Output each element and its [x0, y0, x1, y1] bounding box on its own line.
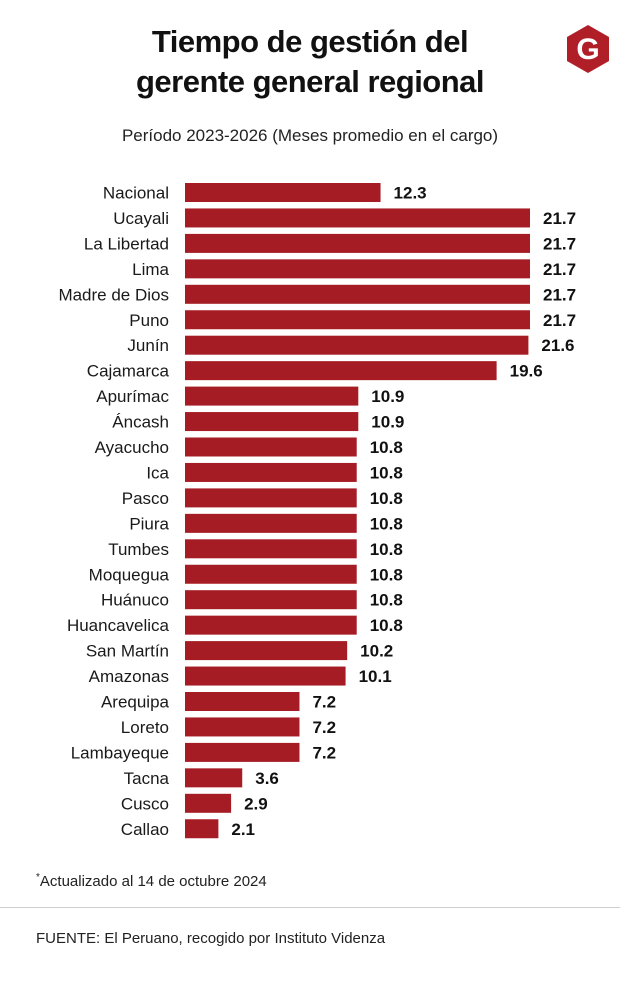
bar	[185, 742, 300, 762]
bar	[185, 717, 300, 737]
value-label: 2.9	[244, 794, 268, 813]
value-label: 21.7	[543, 234, 576, 253]
value-label: 10.8	[370, 540, 403, 559]
footer-divider	[0, 907, 620, 908]
category-label: Loreto	[121, 718, 169, 737]
chart-title: Tiempo de gestión del gerente general re…	[60, 22, 560, 102]
category-label: Ayacucho	[95, 438, 169, 457]
update-note: *Actualizado al 14 de octubre 2024	[36, 872, 267, 890]
bar	[185, 437, 357, 457]
value-label: 12.3	[394, 184, 427, 203]
value-label: 10.8	[370, 591, 403, 610]
bar	[185, 666, 346, 686]
value-label: 2.1	[231, 820, 255, 839]
brand-logo-hexagon	[567, 25, 609, 73]
category-label: Ucayali	[113, 209, 169, 228]
note-text: Actualizado al 14 de octubre 2024	[39, 873, 267, 890]
category-label: Áncash	[112, 413, 169, 432]
value-label: 10.2	[360, 642, 393, 661]
category-label: Arequipa	[101, 693, 170, 712]
brand-logo: G	[567, 25, 609, 73]
value-label: 21.7	[543, 311, 576, 330]
category-label: Tumbes	[108, 540, 169, 559]
value-label: 21.7	[543, 285, 576, 304]
category-label: Lima	[132, 260, 169, 279]
note-asterisk: *	[36, 872, 40, 883]
category-label: Cajamarca	[87, 362, 170, 381]
category-label: Nacional	[103, 184, 169, 203]
bar	[185, 513, 357, 533]
value-label: 10.8	[370, 616, 403, 635]
category-label: Tacna	[124, 769, 170, 788]
category-label: Huánuco	[101, 591, 169, 610]
category-label: Huancavelica	[67, 616, 170, 635]
category-label: Ica	[146, 463, 169, 482]
value-label: 10.9	[371, 387, 404, 406]
value-label: 10.1	[359, 667, 392, 686]
value-label: 21.7	[543, 209, 576, 228]
category-label: Piura	[129, 514, 169, 533]
bar	[185, 412, 359, 432]
value-label: 21.7	[543, 260, 576, 279]
value-label: 10.9	[371, 413, 404, 432]
bar	[185, 183, 381, 202]
bar	[185, 310, 530, 330]
bar	[185, 819, 219, 839]
bar	[185, 793, 232, 813]
value-label: 19.6	[510, 362, 543, 381]
bar	[185, 692, 300, 711]
category-label: Junín	[127, 336, 169, 355]
brand-logo-letter: G	[576, 33, 599, 66]
value-label: 3.6	[255, 769, 279, 788]
source-credit: FUENTE: El Peruano, recogido por Institu…	[36, 930, 386, 947]
value-label: 10.8	[370, 565, 403, 584]
bar	[185, 488, 357, 508]
bar	[185, 386, 359, 406]
value-label: 10.8	[370, 463, 403, 482]
value-label: 10.8	[370, 489, 403, 508]
bar	[185, 208, 530, 228]
value-label: 10.8	[370, 514, 403, 533]
title-line-2: gerente general regional	[135, 64, 485, 99]
category-label: Madre de Dios	[58, 285, 169, 304]
bar	[185, 259, 530, 279]
bar	[185, 615, 357, 635]
bar	[185, 233, 530, 253]
bar	[185, 539, 357, 559]
bar	[185, 641, 348, 661]
value-label: 21.6	[541, 336, 574, 355]
value-label: 7.2	[312, 693, 336, 712]
value-label: 7.2	[312, 743, 336, 762]
category-label: Puno	[129, 311, 169, 330]
bar	[185, 564, 357, 584]
bar	[185, 768, 243, 788]
bar	[185, 335, 529, 355]
title-line-1: Tiempo de gestión del	[151, 24, 469, 59]
category-label: Lambayeque	[71, 743, 169, 762]
category-label: Amazonas	[89, 667, 169, 686]
bar	[185, 284, 530, 304]
chart-subtitle: Período 2023-2026 (Meses promedio en el …	[121, 126, 499, 145]
value-label: 10.8	[370, 438, 403, 457]
category-label: Moquegua	[89, 565, 170, 584]
bar	[185, 590, 357, 610]
bar-chart: Nacional 12.3 Ucayali 21.7 La Libertad 21.7 Li…	[58, 183, 576, 839]
bar	[185, 462, 357, 482]
category-label: Cusco	[121, 794, 169, 813]
category-label: Apurímac	[96, 387, 169, 406]
bar	[185, 361, 497, 381]
category-label: Callao	[121, 820, 169, 839]
value-label: 7.2	[312, 718, 336, 737]
category-label: San Martín	[86, 642, 169, 661]
category-label: La Libertad	[84, 234, 169, 253]
category-label: Pasco	[122, 489, 169, 508]
